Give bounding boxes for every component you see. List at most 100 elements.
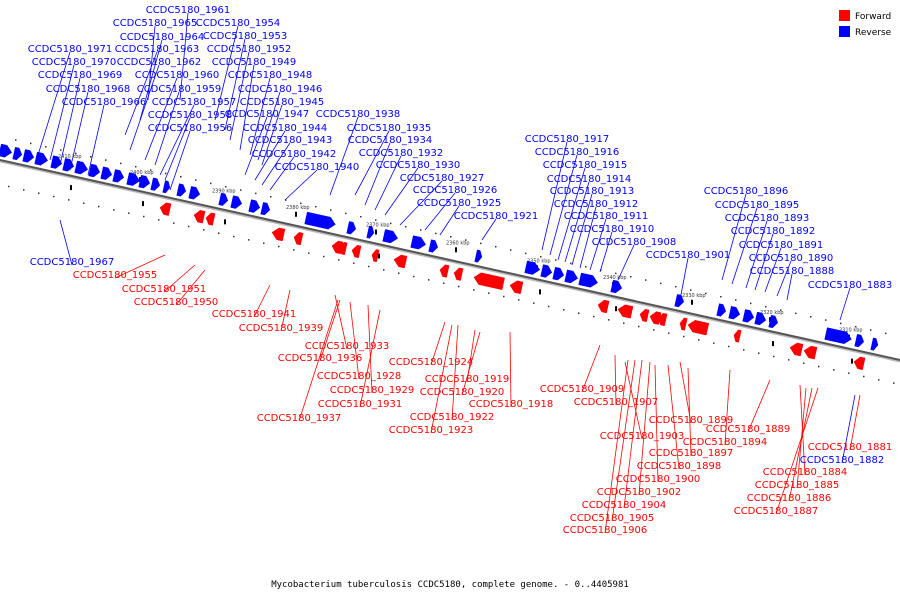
label-leader-line: [261, 104, 283, 166]
gene-label: CCDC5180_1940: [275, 162, 360, 173]
label-leader-line: [254, 130, 286, 181]
reverse-gene-arrow: [728, 306, 741, 320]
gene-label: CCDC5180_1929: [330, 385, 415, 396]
gene-label: CCDC5180_1894: [683, 437, 768, 448]
reverse-gene-arrow: [304, 211, 336, 230]
gene-label: CCDC5180_1969: [38, 70, 123, 81]
label-leader-line: [319, 299, 341, 362]
forward-gene-arrow: [679, 317, 688, 331]
forward-gene-arrow: [439, 264, 450, 278]
label-leader-line: [617, 244, 635, 281]
gene-label: CCDC5180_1943: [248, 135, 333, 146]
forward-gene-arrow: [159, 202, 172, 216]
gene-label: CCDC5180_1927: [400, 173, 485, 184]
label-leader-line: [144, 77, 178, 161]
label-leader-line: [430, 321, 446, 366]
label-leader-line: [747, 379, 771, 433]
label-leader-line: [589, 218, 607, 271]
label-leader-line: [611, 359, 636, 522]
gene-label: CCDC5180_1965: [113, 18, 198, 29]
forward-gene-arrow: [351, 244, 362, 259]
gene-label: CCDC5180_1888: [750, 266, 835, 277]
label-leader-line: [430, 324, 453, 434]
forward-gene-arrow: [639, 308, 650, 323]
label-leader-line: [841, 394, 856, 464]
reverse-gene-arrow: [410, 235, 427, 250]
reverse-gene-arrow: [610, 279, 623, 294]
gene-label: CCDC5180_1910: [570, 224, 655, 235]
tick-mark-up: [769, 317, 771, 323]
gene-label: CCDC5180_1946: [238, 84, 323, 95]
gene-label: CCDC5180_1903: [600, 431, 685, 442]
label-leader-line: [229, 51, 250, 141]
tick-mark-down: [772, 341, 774, 347]
gene-label: CCDC5180_1920: [420, 387, 505, 398]
gene-label: CCDC5180_1941: [212, 309, 297, 320]
label-leader-line: [69, 91, 89, 171]
label-leader-line: [163, 264, 196, 293]
gene-label: CCDC5180_1947: [225, 109, 310, 120]
gene-label: CCDC5180_1886: [747, 493, 832, 504]
tick-label: 2320 kbp: [760, 310, 784, 316]
gene-label: CCDC5180_1917: [525, 134, 610, 145]
reverse-gene-arrow: [162, 180, 171, 194]
reverse-gene-arrow: [428, 239, 439, 253]
forward-gene-arrow: [687, 320, 710, 336]
tick-label: 2390 kbp: [212, 188, 236, 194]
gene-label: CCDC5180_1906: [563, 525, 648, 536]
tick-mark-down: [70, 185, 72, 191]
reverse-gene-arrow: [346, 221, 357, 235]
tick-mark-up: [139, 177, 141, 183]
label-leader-line: [364, 142, 391, 206]
legend-reverse-label: Reverse: [855, 28, 892, 38]
gene-label: CCDC5180_1900: [616, 474, 701, 485]
gene-label: CCDC5180_1916: [535, 147, 620, 158]
reverse-gene-arrow: [74, 160, 89, 175]
label-leader-line: [139, 39, 163, 121]
gene-label: CCDC5180_1907: [574, 397, 659, 408]
legend: Forward Reverse: [839, 10, 892, 38]
label-leader-line: [604, 359, 629, 534]
reverse-gene-arrow: [248, 199, 261, 213]
forward-gene-arrow: [853, 356, 866, 371]
reverse-gene-arrow: [768, 314, 779, 329]
label-leader-line: [159, 104, 195, 176]
tick-mark-down: [851, 358, 853, 364]
label-leader-line: [679, 257, 689, 301]
backbone: [0, 159, 900, 363]
tick-label: 2340 kbp: [603, 275, 627, 281]
label-leader-line: [280, 289, 291, 332]
tick-mark-up: [295, 211, 297, 217]
reverse-gene-arrow: [824, 327, 852, 344]
label-leader-line: [124, 51, 158, 136]
gene-label: CCDC5180_1963: [115, 44, 200, 55]
reverse-gene-arrow: [88, 163, 101, 178]
label-leader-line: [839, 287, 851, 321]
reverse-gene-arrow: [474, 249, 483, 263]
reverse-gene-arrow: [188, 186, 201, 200]
forward-gene-arrow: [789, 342, 804, 357]
gene-label: CCDC5180_1915: [543, 160, 628, 171]
label-leader-line: [179, 12, 189, 101]
label-leader-line: [424, 192, 456, 231]
forward-gene-arrow: [371, 249, 380, 263]
gene-label: CCDC5180_1957: [152, 97, 237, 108]
label-leader-line: [359, 309, 381, 408]
forward-gene-arrow: [657, 312, 668, 327]
gene-label: CCDC5180_1971: [28, 44, 113, 55]
forward-gene-arrow: [205, 212, 216, 226]
reverse-gene-arrow: [716, 303, 727, 317]
label-leader-line: [257, 91, 281, 161]
gene-label: CCDC5180_1930: [376, 160, 461, 171]
legend-forward-label: Forward: [855, 12, 891, 22]
gene-label: CCDC5180_1891: [739, 240, 824, 251]
label-leader-line: [541, 141, 568, 251]
reverse-gene-arrow: [870, 337, 879, 351]
reverse-gene-arrow: [578, 272, 598, 288]
label-leader-line: [581, 344, 601, 393]
gene-label: CCDC5180_1933: [305, 341, 390, 352]
label-leader-line: [439, 205, 460, 236]
